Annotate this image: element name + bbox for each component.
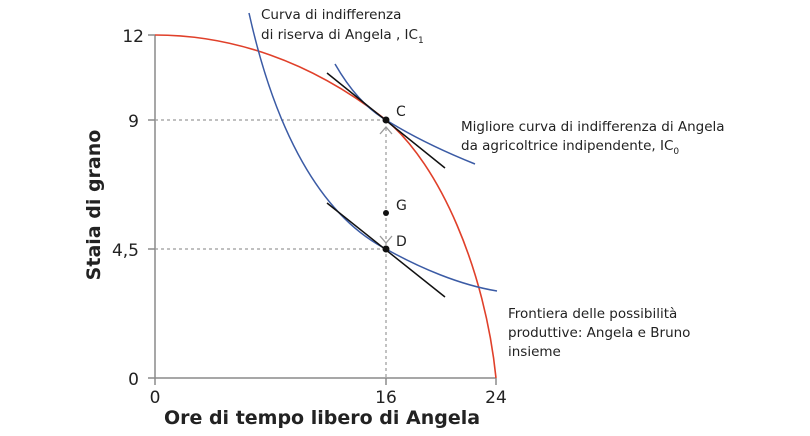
annotation-frontier: Frontiera delle possibilità produttive: … xyxy=(508,306,690,360)
annotation-ic0-line2: da agricoltrice indipendente, IC0 xyxy=(461,138,679,157)
annotation-ic1-line1: Curva di indifferenza xyxy=(261,7,401,23)
annotation-ic1-line2: di riserva di Angela , IC1 xyxy=(261,27,424,46)
annotation-frontier-line2: produttive: Angela e Bruno xyxy=(508,325,690,341)
y-tick-label-12: 12 xyxy=(122,27,144,47)
arrowhead-up-icon xyxy=(379,126,393,135)
tick-labels: 12 9 4,5 0 0 16 24 xyxy=(112,27,507,408)
annotation-ic0-line1: Migliore curva di indifferenza di Angela xyxy=(461,119,725,135)
annotation-ic0-text: da agricoltrice indipendente, IC xyxy=(461,138,673,154)
annotation-ic0: Migliore curva di indifferenza di Angela… xyxy=(461,119,725,157)
x-tick-label-0: 0 xyxy=(150,388,161,408)
production-possibility-frontier xyxy=(154,34,497,379)
annotation-ic1: Curva di indifferenza di riserva di Ange… xyxy=(261,7,424,46)
y-tick-label-9: 9 xyxy=(128,112,139,132)
point-g-label: G xyxy=(396,198,407,214)
guide-lines xyxy=(155,119,387,378)
y-axis-title: Staia di grano xyxy=(83,130,105,281)
x-tick-label-16: 16 xyxy=(375,388,397,408)
point-c xyxy=(382,116,390,124)
annotation-frontier-line1: Frontiera delle possibilità xyxy=(508,306,677,322)
indifference-curve-ic1 xyxy=(248,12,498,292)
arrowhead-down-icon xyxy=(379,235,393,244)
y-tick-label-0: 0 xyxy=(128,370,139,390)
annotation-ic0-subscript: 0 xyxy=(673,147,679,157)
annotation-frontier-line3: insieme xyxy=(508,344,561,360)
x-axis-title: Ore di tempo libero di Angela xyxy=(164,407,480,429)
axes xyxy=(148,34,497,385)
annotation-ic1-subscript: 1 xyxy=(418,36,424,46)
point-g xyxy=(383,210,389,216)
y-tick-label-4-5: 4,5 xyxy=(112,241,139,261)
annotation-ic1-text: di riserva di Angela , IC xyxy=(261,27,418,43)
point-c-label: C xyxy=(396,104,406,120)
point-d-label: D xyxy=(396,234,407,250)
x-tick-label-24: 24 xyxy=(485,388,507,408)
point-d xyxy=(382,245,390,253)
